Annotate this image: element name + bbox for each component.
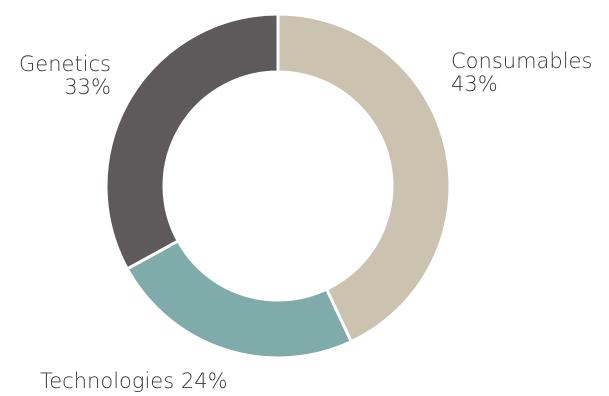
donut-slices xyxy=(104,12,452,360)
label-genetics-name: Genetics xyxy=(19,52,111,76)
label-genetics: Genetics 33% xyxy=(0,52,111,100)
label-consumables-value: 43% xyxy=(451,72,498,97)
slice-genetics xyxy=(104,12,280,271)
label-technologies-name: Technologies xyxy=(40,369,175,393)
label-consumables-name: Consumables xyxy=(451,49,593,73)
label-technologies-value: 24% xyxy=(180,369,228,393)
label-technologies: Technologies 24% xyxy=(40,369,228,393)
label-genetics-value: 33% xyxy=(64,75,111,100)
slice-technologies xyxy=(125,238,354,360)
slice-consumables xyxy=(276,12,452,344)
label-consumables: Consumables 43% xyxy=(451,49,593,97)
